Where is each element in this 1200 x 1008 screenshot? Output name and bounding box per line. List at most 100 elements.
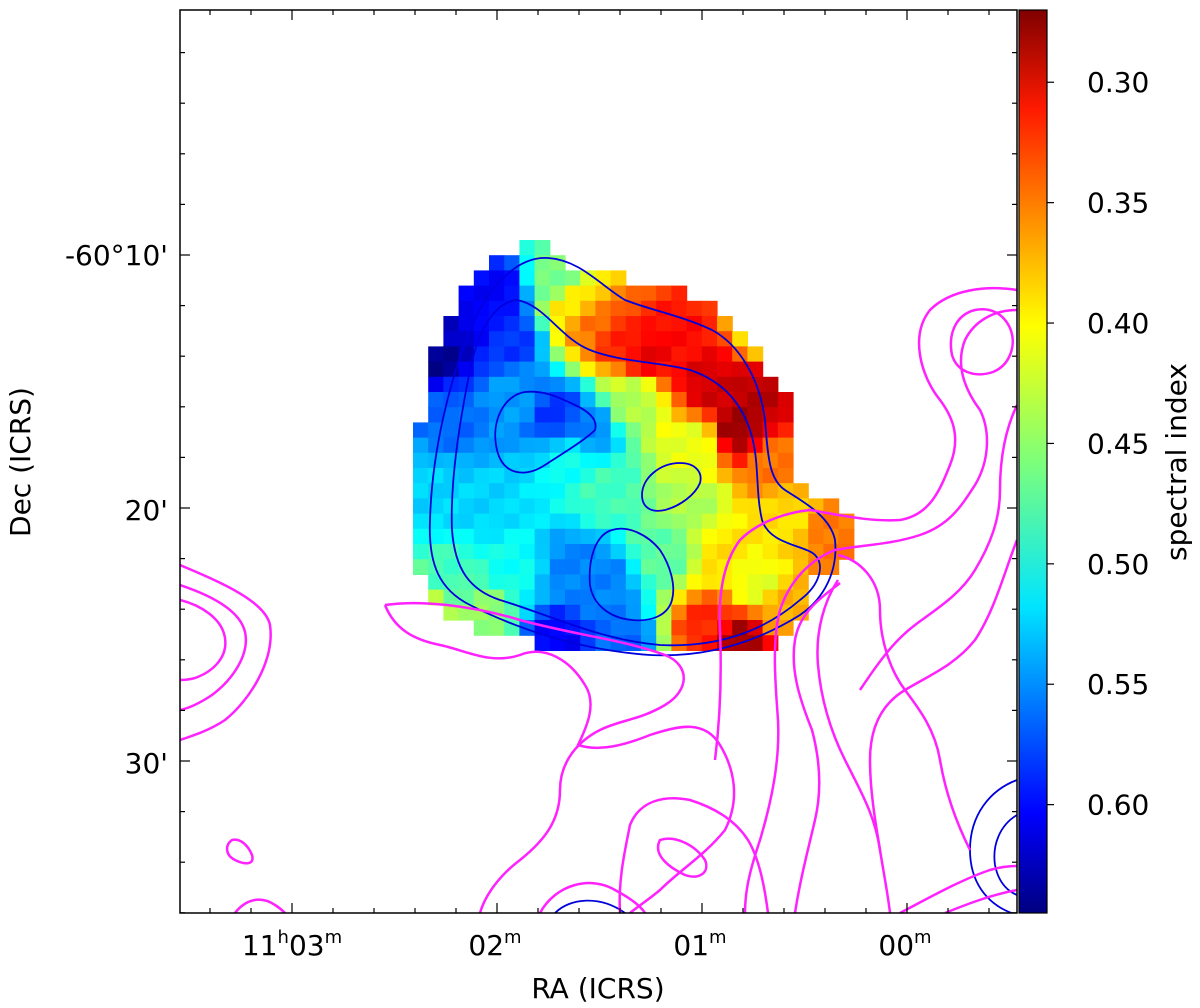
colorbar-tick-label: 0.35	[1087, 187, 1149, 220]
contour-blue-bottom-arc	[554, 899, 626, 913]
heatmap-pixel	[671, 483, 688, 499]
heatmap-pixel	[701, 361, 718, 378]
heatmap-pixel	[413, 498, 429, 515]
heatmap-pixel	[504, 331, 520, 347]
heatmap-pixel	[565, 407, 581, 423]
contour-magenta-6	[858, 404, 1017, 691]
heatmap-pixel	[701, 513, 718, 530]
heatmap-pixel	[777, 513, 794, 530]
heatmap-pixel	[519, 452, 536, 469]
heatmap-pixel	[413, 452, 429, 469]
heatmap-pixel	[580, 483, 596, 499]
heatmap-pixel	[656, 513, 672, 530]
heatmap-pixel	[641, 574, 657, 591]
heatmap-pixel	[671, 392, 688, 408]
heatmap-pixel	[777, 498, 794, 515]
colorbar-tick-label: 0.40	[1087, 307, 1149, 340]
contour-magenta-1	[180, 563, 272, 742]
heatmap-pixels	[413, 240, 855, 651]
heatmap-pixel	[565, 559, 581, 575]
heatmap-pixel	[625, 285, 642, 302]
heatmap-pixel	[610, 559, 627, 575]
heatmap-pixel	[595, 437, 612, 454]
heatmap-pixel	[549, 361, 566, 378]
heatmap-pixel	[489, 589, 505, 606]
heatmap-pixel	[656, 528, 672, 545]
heatmap-pixel	[458, 437, 475, 454]
heatmap-pixel	[777, 407, 794, 423]
heatmap-pixel	[565, 392, 581, 408]
heatmap-pixel	[625, 331, 642, 347]
heatmap-pixel	[610, 422, 627, 439]
heatmap-pixel	[717, 346, 733, 363]
heatmap-pixel	[656, 589, 672, 606]
heatmap-pixel	[717, 483, 733, 499]
heatmap-pixel	[641, 620, 657, 636]
heatmap-pixel	[489, 483, 505, 499]
heatmap-pixel	[823, 559, 840, 575]
heatmap-pixel	[534, 483, 551, 499]
heatmap-pixel	[671, 468, 688, 484]
heatmap-pixel	[747, 544, 764, 560]
heatmap-pixel	[777, 544, 794, 560]
heatmap-pixel	[732, 559, 748, 575]
heatmap-pixel	[717, 498, 733, 515]
heatmap-pixel	[428, 346, 444, 363]
heatmap-pixel	[519, 376, 536, 393]
heatmap-pixel	[686, 513, 703, 530]
heatmap-pixel	[413, 483, 429, 499]
heatmap-pixel	[580, 528, 596, 545]
heatmap-pixel	[595, 407, 612, 423]
heatmap-pixel	[443, 483, 460, 499]
plot-frame	[179, 9, 1018, 914]
heatmap-pixel	[565, 483, 581, 499]
heatmap-pixel	[565, 346, 581, 363]
heatmap-pixel	[656, 407, 672, 423]
heatmap-pixel	[580, 559, 596, 575]
heatmap-pixel	[762, 468, 779, 484]
heatmap-pixel	[610, 316, 627, 332]
colorbar-tick-label: 0.60	[1087, 789, 1149, 822]
heatmap-pixel	[504, 270, 520, 287]
colorbar-tick-label: 0.50	[1087, 548, 1149, 581]
heatmap-pixel	[580, 285, 596, 302]
heatmap-pixel	[504, 392, 520, 408]
heatmap-pixel	[732, 437, 748, 454]
heatmap-pixel	[489, 513, 505, 530]
heatmap-pixel	[473, 468, 490, 484]
heatmap-pixel	[762, 559, 779, 575]
heatmap-pixel	[793, 559, 809, 575]
heatmap-pixel	[777, 422, 794, 439]
heatmap-pixel	[701, 407, 718, 423]
heatmap-pixel	[656, 544, 672, 560]
heatmap-pixel	[808, 559, 824, 575]
heatmap-pixel	[595, 285, 612, 302]
x-tick-label-00: 00m	[878, 927, 931, 962]
heatmap-pixel	[534, 468, 551, 484]
heatmap-pixel	[686, 544, 703, 560]
heatmap-pixel	[580, 498, 596, 515]
heatmap-pixel	[625, 483, 642, 499]
heatmap-pixel	[489, 346, 505, 363]
heatmap-pixel	[565, 544, 581, 560]
heatmap-pixel	[443, 559, 460, 575]
heatmap-pixel	[519, 544, 536, 560]
y-tick-label-30: 30'	[125, 747, 168, 780]
heatmap-pixel	[549, 300, 566, 317]
heatmap-pixel	[747, 483, 764, 499]
heatmap-pixel	[458, 285, 475, 302]
heatmap-pixel	[580, 452, 596, 469]
contour-magenta-18	[899, 864, 1017, 913]
heatmap-pixel	[625, 437, 642, 454]
heatmap-pixel	[701, 331, 718, 347]
contour-magenta-11	[384, 601, 685, 913]
heatmap-pixel	[762, 407, 779, 423]
heatmap-pixel	[428, 392, 444, 408]
heatmap-pixel	[519, 346, 536, 363]
heatmap-pixel	[489, 422, 505, 439]
heatmap-pixel	[504, 559, 520, 575]
x-tick-label-02: 02m	[468, 927, 521, 962]
heatmap-pixel	[595, 483, 612, 499]
heatmap-pixel	[595, 604, 612, 621]
heatmap-pixel	[793, 483, 809, 499]
